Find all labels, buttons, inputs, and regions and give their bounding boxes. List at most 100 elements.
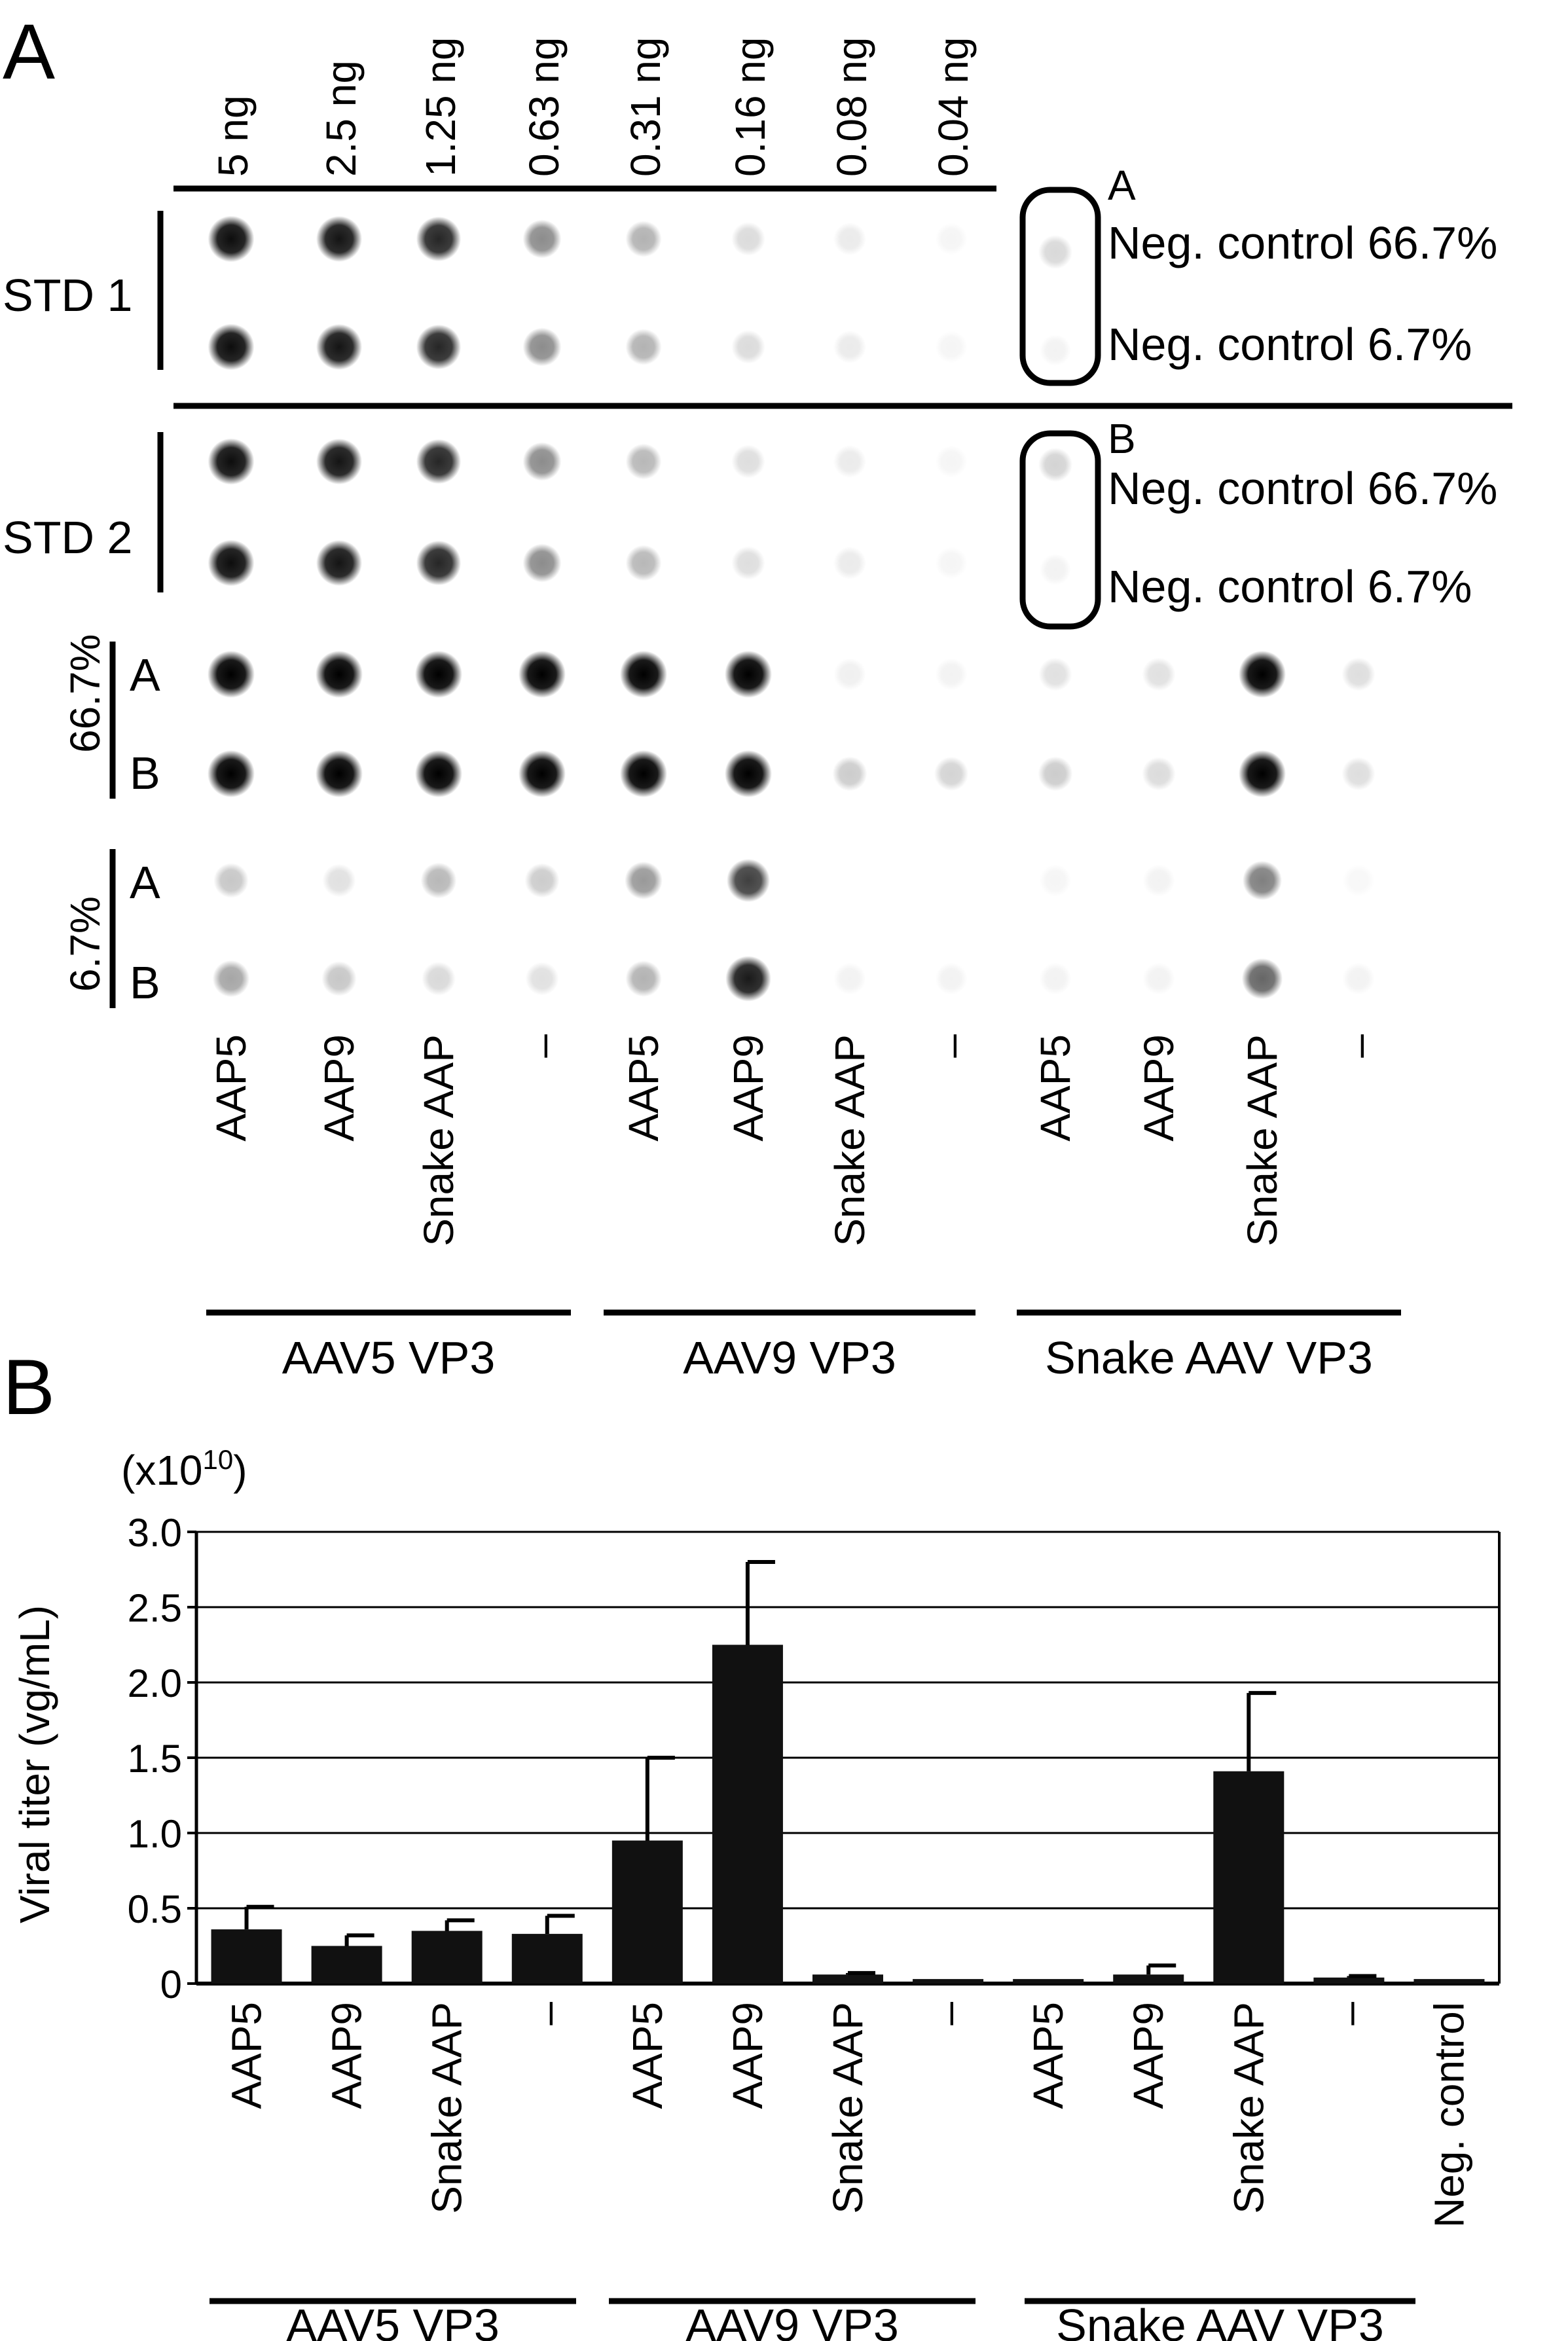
group-label: AAV9 VP3 [683, 1332, 896, 1383]
std1-label: STD 1 [3, 270, 132, 321]
std-amount-label: 0.31 ng [622, 37, 669, 177]
std-amount-label: 0.16 ng [727, 37, 774, 177]
rep-a-low: A [130, 857, 160, 908]
std-amount-labels: 5 ng 2.5 ng 1.25 ng 0.63 ng 0.31 ng 0.16 ng 0.… [210, 37, 977, 177]
chart-bars [211, 1560, 1485, 1984]
std2-dot-top [625, 443, 662, 480]
rep-b-high: B [130, 748, 160, 799]
group-label: Snake AAV VP3 [1056, 2300, 1384, 2341]
sample-dot-high-b [1038, 756, 1073, 791]
y-tick-label: 2.0 [128, 1661, 182, 1705]
std1-dot-bottom [833, 331, 866, 363]
std1-dot-top [731, 222, 765, 256]
std-amount-label: 0.04 ng [930, 37, 977, 177]
sample-dot-low-a [1142, 864, 1175, 897]
sample-dot-low-a [1343, 865, 1375, 897]
sample-dot-low-b [833, 962, 866, 995]
y-axis-title: Viral titer (vg/mL) [11, 1605, 58, 1923]
x-tick-label: Neg. control [1425, 2002, 1472, 2228]
y-tick-label: 0 [160, 1963, 182, 2006]
column-label: – [519, 1034, 566, 1058]
x-tick-labels: AAP5 AAP9 Snake AAP – AAP5 AAP9 Snake AAP – AAP5… [223, 2002, 1473, 2228]
std1-dot-bottom [731, 330, 765, 364]
y-scale-close: ) [233, 1447, 247, 1494]
column-label: AAP5 [620, 1034, 667, 1142]
std1-dot-bottom [625, 329, 662, 365]
neg-control-dot [1038, 235, 1072, 269]
bar [411, 1931, 483, 1984]
y-tick-labels: 0 0.5 1.0 1.5 2.0 2.5 3.0 [128, 1511, 182, 2006]
sample-dot-high-b [832, 756, 867, 791]
x-tick-label: – [1325, 2002, 1372, 2025]
bar [311, 1946, 382, 1984]
x-tick-label: Snake AAP [424, 2002, 471, 2214]
x-tick-label: Snake AAP [1225, 2002, 1272, 2214]
group-label: AAV5 VP3 [282, 1332, 496, 1383]
group-label: AAV5 VP3 [286, 2300, 500, 2341]
sample-dot-low-b [1342, 962, 1375, 995]
sample-dot-high-a [208, 651, 255, 698]
std2-dot-bottom [833, 547, 866, 579]
std1-dot-top [416, 216, 462, 262]
x-tick-label: AAP5 [624, 2002, 671, 2109]
panel-a-label: A [3, 8, 55, 96]
group-label: Snake AAV VP3 [1045, 1332, 1373, 1383]
sample-dot-low-b [422, 962, 456, 996]
bar [611, 1840, 683, 1984]
dilution-high-label: 66.7% [62, 634, 109, 753]
std2-dot-top [935, 445, 968, 478]
sample-dot-high-a [620, 651, 667, 698]
std2-dot-bottom [731, 546, 765, 580]
sample-dot-low-a [420, 862, 457, 899]
neg-control-box-a [1019, 187, 1101, 386]
std-amount-label: 2.5 ng [318, 60, 365, 177]
sample-dot-low-b [935, 962, 968, 995]
sample-dot-low-b [1142, 962, 1175, 995]
group-label: AAV9 VP3 [685, 2300, 899, 2341]
sample-dot-low-a [727, 859, 770, 902]
neg-control-dot [1038, 448, 1072, 482]
y-scale-base: (x10 [121, 1447, 203, 1494]
x-tick-label: – [924, 2002, 972, 2025]
std-amount-label: 0.08 ng [828, 37, 875, 177]
sample-dot-low-a [213, 863, 249, 898]
bar [913, 1979, 984, 1984]
sample-dot-low-a [625, 862, 663, 899]
std2-dot-top [522, 442, 562, 481]
std2-dot-bottom [522, 543, 562, 583]
x-tick-label: AAP9 [323, 2002, 371, 2109]
std1-dot-top [625, 221, 662, 257]
sample-dot-high-b [620, 750, 667, 797]
column-label: Snake AAP [1239, 1034, 1286, 1246]
dilution-low-label: 6.7% [62, 896, 109, 992]
column-label: – [1335, 1034, 1382, 1058]
chart-gridlines [187, 1531, 1501, 1986]
neg-control-dot [1040, 554, 1071, 585]
y-tick-label: 3.0 [128, 1511, 182, 1555]
std1-dot-bottom [416, 324, 462, 370]
sample-dot-low-b [525, 962, 559, 996]
neg-control-high-a: Neg. control 66.7% [1108, 217, 1497, 268]
panel-b-group-labels: AAV5 VP3 AAV9 VP3 Snake AAV VP3 [210, 2298, 1415, 2341]
std1-dot-top [522, 219, 562, 259]
sample-dot-low-b [725, 956, 771, 1002]
sample-dot-high-a [415, 651, 462, 698]
sample-dot-high-b [415, 750, 462, 797]
std1-dot-top [208, 215, 255, 263]
column-label: AAP9 [316, 1034, 363, 1142]
column-label: – [928, 1034, 975, 1058]
sample-dot-high-b [316, 750, 363, 797]
sample-dot-high-a [935, 658, 968, 691]
x-tick-label: – [524, 2002, 571, 2025]
neg-control-box-b [1019, 430, 1101, 630]
std2-dot-bottom [316, 539, 363, 587]
std2-dot-bottom [416, 540, 462, 586]
bar [1213, 1771, 1285, 1984]
sample-dot-high-a [725, 651, 772, 698]
sample-dot-high-a [833, 658, 866, 691]
x-tick-label: AAP5 [1025, 2002, 1072, 2109]
sample-dot-high-a [1142, 657, 1176, 691]
y-scale-label: (x1010) [121, 1444, 247, 1494]
sample-dot-low-a [322, 863, 356, 898]
